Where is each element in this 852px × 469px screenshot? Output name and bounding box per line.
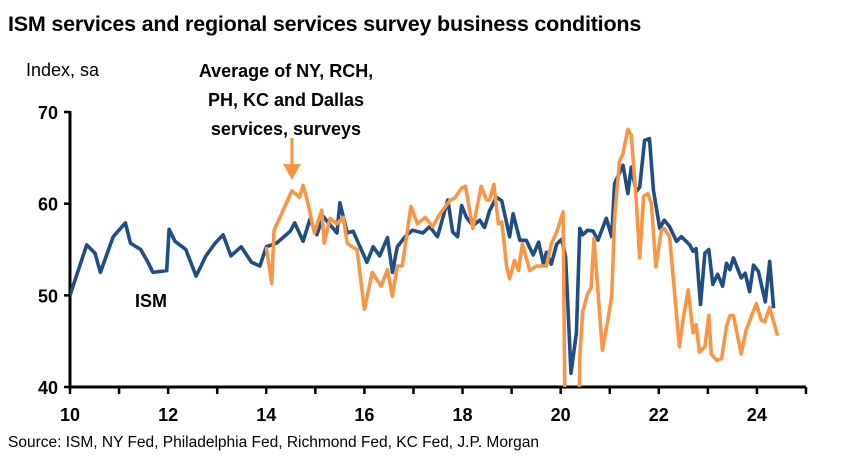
annotation-arrow (283, 138, 301, 180)
y-tick-label: 70 (38, 103, 58, 123)
annotation-line-3: services, surveys (210, 119, 362, 139)
annotation-line-2: PH, KC and Dallas (207, 90, 365, 110)
y-tick-label: 50 (38, 286, 58, 306)
x-tick-label: 16 (354, 405, 374, 425)
ism-series-line (70, 136, 776, 376)
x-tick-label: 10 (60, 405, 80, 425)
x-tick-label: 20 (551, 405, 571, 425)
x-tick-label: 18 (453, 405, 473, 425)
ism-series-label: ISM (135, 291, 167, 311)
y-tick-label: 40 (38, 378, 58, 398)
y-axis-unit-label: Index, sa (26, 60, 100, 80)
y-tick-label: 60 (38, 195, 58, 215)
x-tick-label: 12 (158, 405, 178, 425)
annotation-line-1: Average of NY, RCH, (198, 61, 374, 81)
source-note: Source: ISM, NY Fed, Philadelphia Fed, R… (8, 434, 539, 451)
regional-average-series-line (264, 127, 780, 387)
x-tick-label: 24 (747, 405, 767, 425)
x-tick-label: 14 (256, 405, 276, 425)
average-series-annotation: Average of NY, RCH, PH, KC and Dallas se… (170, 57, 402, 144)
chart-title: ISM services and regional services surve… (8, 12, 642, 36)
x-tick-label: 22 (649, 405, 669, 425)
